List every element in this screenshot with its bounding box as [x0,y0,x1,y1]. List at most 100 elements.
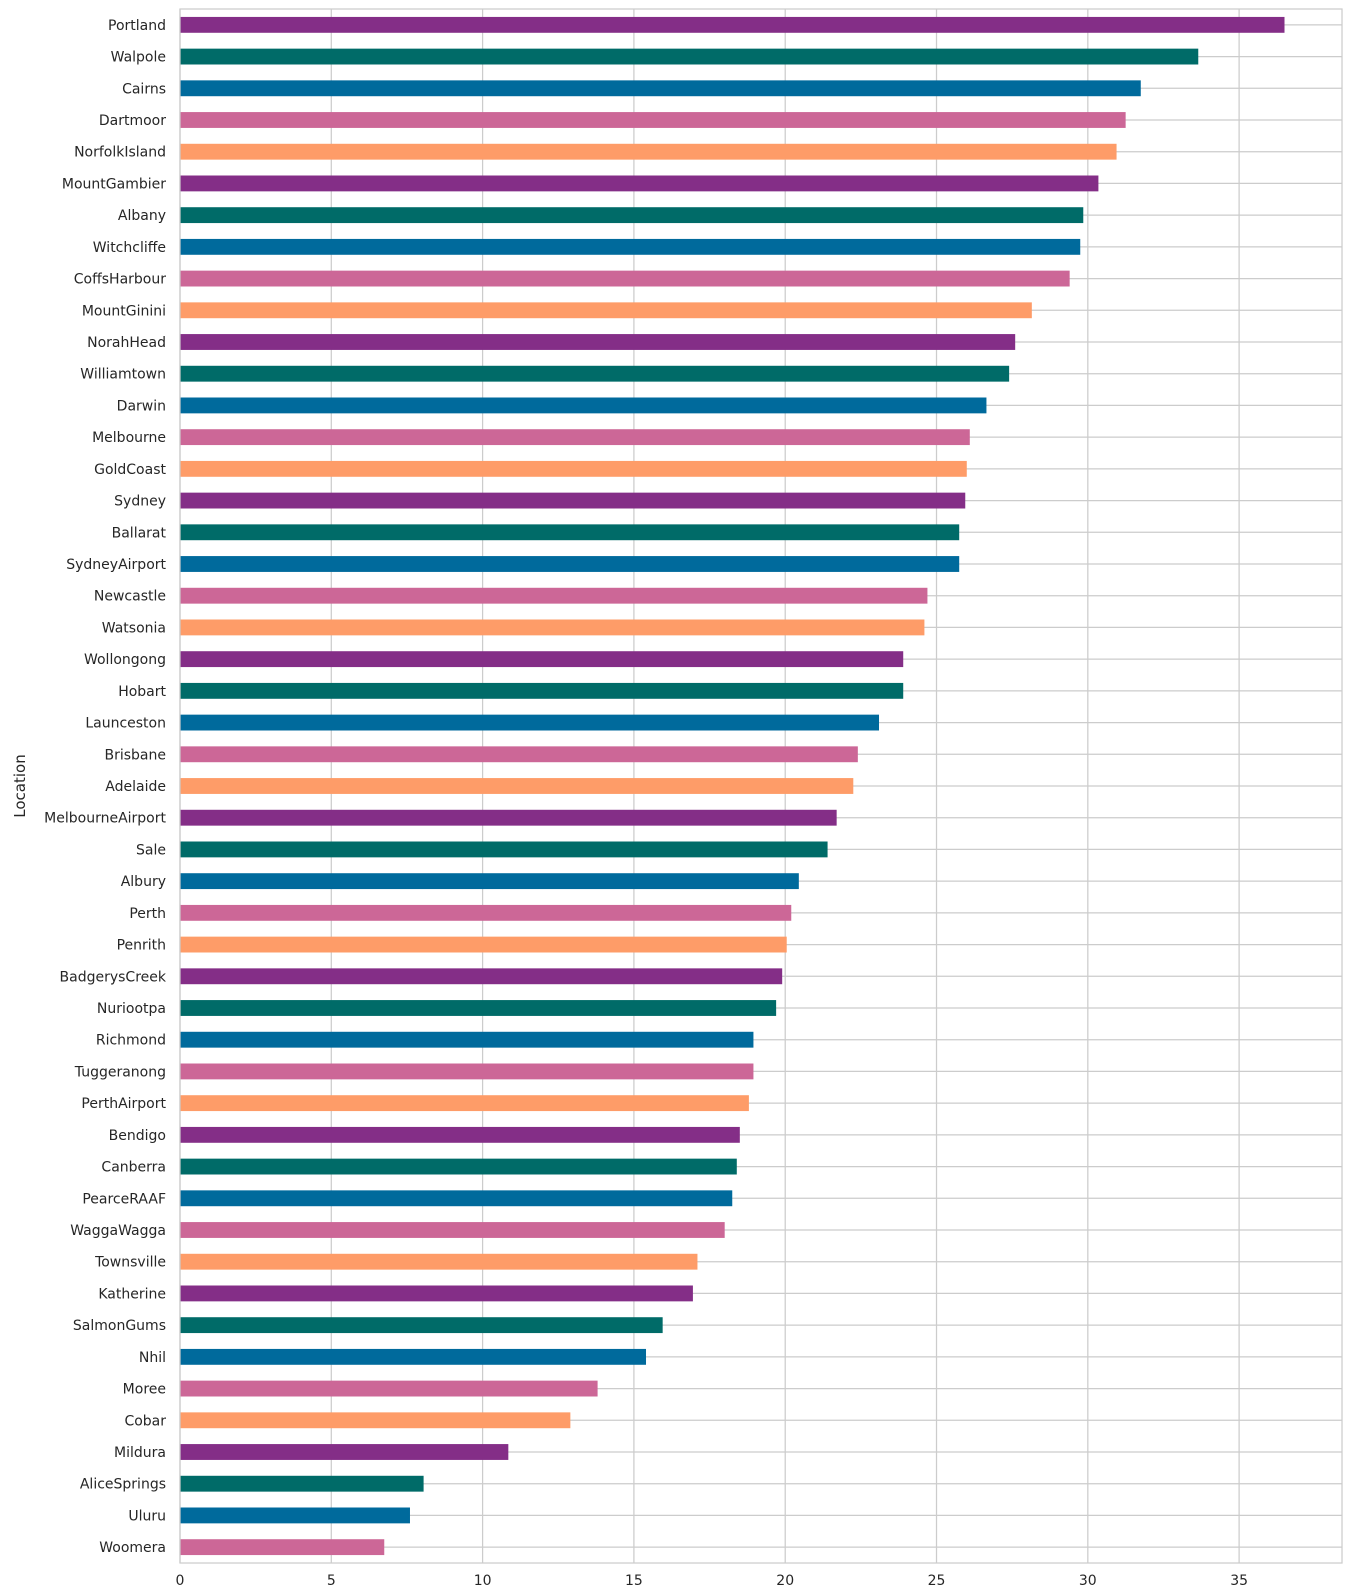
y-tick-label: Brisbane [105,747,167,763]
bar-tuggeranong [180,1063,754,1080]
plot-frame [179,8,1343,1564]
y-tick-label: Walpole [111,50,166,66]
bar-norahhead [180,334,1016,350]
y-tick-label: NorfolkIsland [74,145,166,161]
x-tick-label: 25 [928,1573,946,1588]
y-tick-label: BadgerysCreek [60,969,167,985]
bar-coffsharbour [180,270,1070,287]
bar-ballarat [180,524,960,541]
y-tick-label: MountGambier [62,176,166,192]
bar-sydney [180,492,966,509]
y-tick-label: Mildura [114,1445,166,1461]
y-tick-label: Portland [108,18,166,34]
bar-sydneyairport [180,556,960,572]
bar-katherine [180,1285,693,1302]
x-tick-label: 30 [1079,1573,1097,1588]
bar-newcastle [180,587,928,604]
y-tick-label: Nuriootpa [97,1001,166,1017]
x-tick-label: 5 [327,1573,336,1588]
bar-adelaide [180,778,854,794]
y-tick-label: Uluru [128,1508,166,1524]
y-tick-label: Woomera [99,1540,166,1556]
y-tick-label: Moree [123,1382,166,1398]
bar-badgeryscreek [180,968,783,985]
y-tick-label: Cairns [122,81,166,97]
y-tick-label: CoffsHarbour [74,272,166,288]
y-tick-label: GoldCoast [94,462,166,478]
bar-witchcliffe [180,238,1081,255]
bar-watsonia [180,619,925,636]
y-tick-label: Tuggeranong [74,1064,166,1080]
y-tick-label: Katherine [98,1286,166,1302]
bar-albury [180,873,799,890]
y-tick-label: Hobart [118,684,166,700]
bar-bendigo [180,1126,740,1143]
bar-brisbane [180,746,858,763]
bar-perth [180,904,792,921]
y-tick-label: Nhil [139,1350,166,1366]
y-tick-label: Witchcliffe [93,240,166,256]
bar-sale [180,841,828,858]
bar-nuriootpa [180,1000,777,1016]
y-tick-label: PerthAirport [81,1096,166,1112]
bar-dartmoor [180,112,1126,128]
y-tick-label: Melbourne [92,430,166,446]
y-tick-labels: Portland Walpole Cairns Dartmoor NorfolkIsla… [44,18,167,1556]
y-tick-label: NorahHead [87,335,166,351]
y-tick-label: Perth [129,906,166,922]
bar-mountginini [180,302,1032,319]
bar-albany [180,207,1084,224]
y-tick-label: Albury [121,874,166,890]
bar-salmongums [180,1317,663,1334]
x-tick-label: 0 [176,1573,185,1588]
y-tick-label: MelbourneAirport [44,811,166,827]
bar-nhil [180,1348,647,1365]
bar-wollongong [180,651,904,668]
y-tick-label: Richmond [96,1033,166,1049]
y-tick-label: Watsonia [102,620,166,636]
bar-norfolkisland [180,143,1117,160]
y-tick-label: Williamtown [80,367,166,383]
bar-goldcoast [180,460,967,477]
bar-hobart [180,682,904,699]
bar-cobar [180,1412,571,1429]
y-tick-label: Canberra [101,1160,166,1176]
y-tick-label: Bendigo [109,1128,166,1144]
y-tick-label: Darwin [117,398,166,414]
bar-woomera [180,1539,385,1556]
y-tick-label: Dartmoor [99,113,166,129]
bar-richmond [180,1031,754,1048]
y-tick-label: Townsville [94,1255,166,1271]
y-tick-label: Cobar [124,1413,166,1429]
x-tick-label: 15 [625,1573,643,1588]
bar-melbourneairport [180,809,837,826]
x-tick-label: 20 [776,1573,794,1588]
bar-moree [180,1380,598,1397]
x-tick-label: 35 [1230,1573,1248,1588]
bar-darwin [180,397,987,414]
y-tick-label: Wollongong [84,652,166,668]
y-tick-label: Sale [136,842,166,858]
y-tick-label: SalmonGums [73,1318,166,1334]
bar-mountgambier [180,175,1099,192]
y-tick-label: Newcastle [94,589,166,605]
bar-alicesprings [180,1475,424,1492]
y-tick-label: WaggaWagga [70,1223,166,1239]
bar-williamtown [180,365,1010,382]
y-tick-label: Launceston [85,716,166,732]
x-tick-labels: 0 5 10 15 20 25 30 35 [176,1573,1248,1588]
y-tick-label: Ballarat [112,525,167,541]
bar-penrith [180,936,787,953]
y-axis-title: Location [11,754,29,817]
bar-canberra [180,1158,737,1175]
bars [180,16,1285,1556]
y-tick-label: AliceSprings [80,1477,166,1493]
bar-pearceraaf [180,1190,733,1207]
bar-uluru [180,1507,410,1524]
bar-waggawagga [180,1222,725,1238]
x-tick-label: 10 [474,1573,492,1588]
y-tick-label: PearceRAAF [82,1191,166,1207]
y-tick-label: Sydney [114,494,166,510]
y-tick-label: Penrith [117,938,166,954]
